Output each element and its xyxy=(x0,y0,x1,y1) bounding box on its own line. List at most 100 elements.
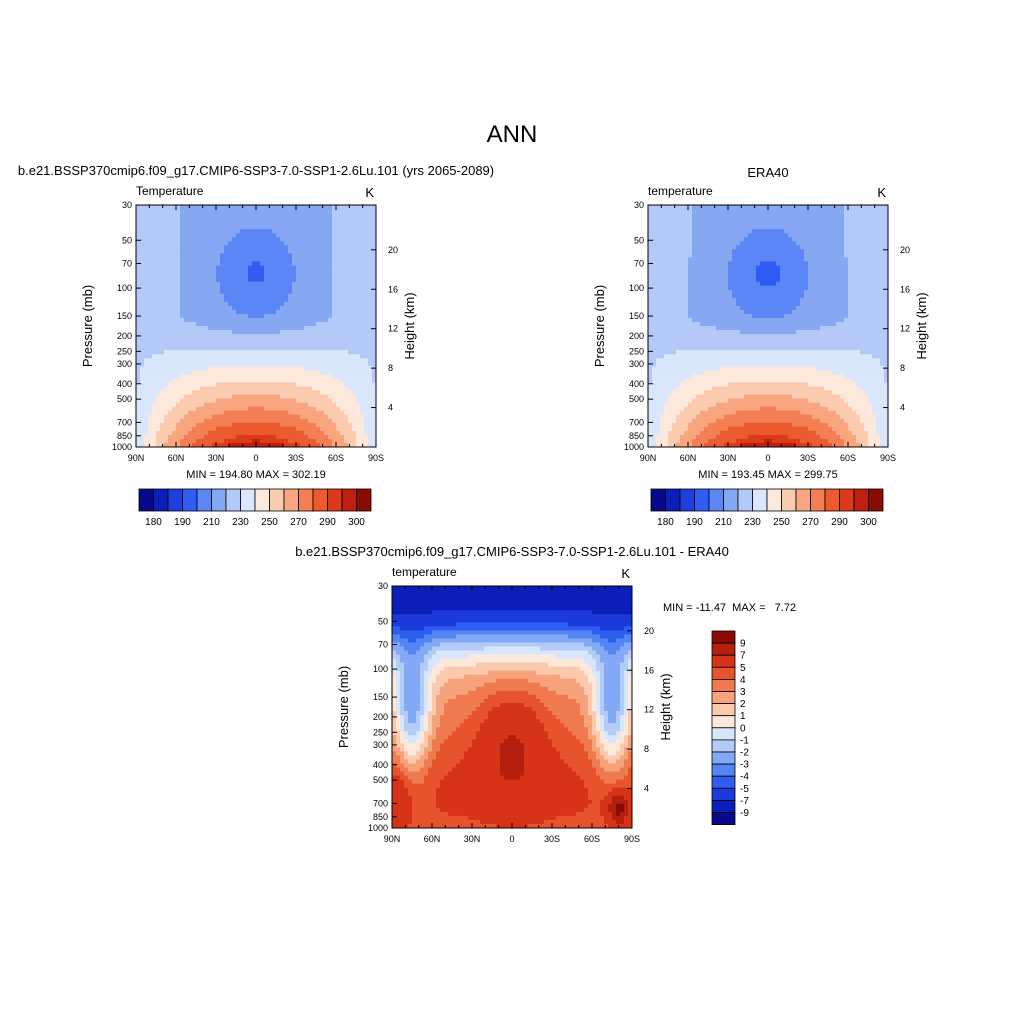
field-cell xyxy=(140,374,145,379)
field-cell xyxy=(264,378,269,383)
field-cell xyxy=(696,229,701,234)
field-cell xyxy=(276,261,281,266)
field-cell xyxy=(168,370,173,375)
field-cell xyxy=(212,342,217,347)
field-cell xyxy=(140,422,145,428)
field-cell xyxy=(360,281,365,287)
field-cell xyxy=(216,317,221,323)
field-cell xyxy=(800,209,805,214)
field-cell xyxy=(196,313,201,319)
field-cell xyxy=(272,233,277,238)
field-cell xyxy=(136,358,141,363)
field-cell xyxy=(136,317,141,323)
field-cell xyxy=(144,217,149,222)
field-cell xyxy=(296,442,301,448)
field-cell xyxy=(284,342,289,347)
field-cell xyxy=(244,273,249,278)
field-cell xyxy=(260,338,265,343)
field-cell xyxy=(656,249,661,254)
field-cell xyxy=(688,261,693,266)
field-cell xyxy=(316,233,321,238)
field-cell xyxy=(164,390,169,395)
field-cell xyxy=(308,289,313,295)
field-cell xyxy=(296,221,301,226)
field-cell xyxy=(324,301,329,307)
field-cell xyxy=(152,398,157,404)
field-cell xyxy=(856,237,861,242)
field-cell xyxy=(192,438,197,444)
field-cell xyxy=(180,321,185,327)
field-cell xyxy=(192,350,197,355)
field-cell xyxy=(284,430,289,436)
field-cell xyxy=(776,225,781,230)
field-cell xyxy=(320,334,325,339)
field-cell xyxy=(308,442,313,448)
field-cell xyxy=(288,293,293,299)
field-cell xyxy=(816,265,821,270)
field-cell xyxy=(348,205,353,210)
field-cell xyxy=(272,293,277,299)
field-cell xyxy=(252,398,257,404)
field-cell xyxy=(248,217,253,222)
field-cell xyxy=(808,205,813,210)
field-cell xyxy=(152,350,157,355)
field-cell xyxy=(308,394,313,399)
field-cell xyxy=(324,354,329,359)
x-tick-label: 30N xyxy=(208,453,225,463)
field-cell xyxy=(252,229,257,234)
field-cell xyxy=(720,213,725,218)
field-cell xyxy=(156,209,161,214)
field-cell xyxy=(156,229,161,234)
field-cell xyxy=(252,390,257,395)
field-cell xyxy=(752,241,757,246)
field-cell xyxy=(236,430,241,436)
field-cell xyxy=(852,213,857,218)
field-cell xyxy=(236,374,241,379)
field-cell xyxy=(152,354,157,359)
field-cell xyxy=(304,426,309,432)
field-cell xyxy=(300,209,305,214)
field-cell xyxy=(796,217,801,222)
field-cell xyxy=(756,277,761,283)
field-cell xyxy=(288,257,293,262)
field-cell xyxy=(332,370,337,375)
field-cell xyxy=(768,261,773,266)
field-cell xyxy=(792,253,797,258)
field-cell xyxy=(820,209,825,214)
field-cell xyxy=(820,269,825,274)
field-cell xyxy=(152,430,157,436)
field-cell xyxy=(256,281,261,287)
field-cell xyxy=(704,249,709,254)
field-cell xyxy=(216,281,221,287)
field-cell xyxy=(336,241,341,246)
field-cell xyxy=(816,237,821,242)
field-cell xyxy=(248,406,253,412)
field-cell xyxy=(364,338,369,343)
field-cell xyxy=(844,265,849,270)
field-cell xyxy=(280,229,285,234)
field-cell xyxy=(248,430,253,436)
field-cell xyxy=(876,209,881,214)
field-cell xyxy=(144,277,149,283)
field-cell xyxy=(272,321,277,327)
field-cell xyxy=(348,438,353,444)
field-cell xyxy=(744,281,749,287)
field-cell xyxy=(164,281,169,287)
field-cell xyxy=(728,213,733,218)
field-cell xyxy=(184,237,189,242)
field-cell xyxy=(196,410,201,416)
field-cell xyxy=(196,297,201,303)
field-cell xyxy=(800,245,805,250)
field-cell xyxy=(336,281,341,287)
field-cell xyxy=(712,225,717,230)
field-cell xyxy=(184,205,189,210)
field-cell xyxy=(148,261,153,266)
field-cell xyxy=(228,378,233,383)
field-cell xyxy=(720,217,725,222)
field-cell xyxy=(224,297,229,303)
field-cell xyxy=(648,277,653,283)
field-cell xyxy=(352,350,357,355)
field-cell xyxy=(252,253,257,258)
field-cell xyxy=(184,398,189,404)
field-cell xyxy=(232,442,237,448)
